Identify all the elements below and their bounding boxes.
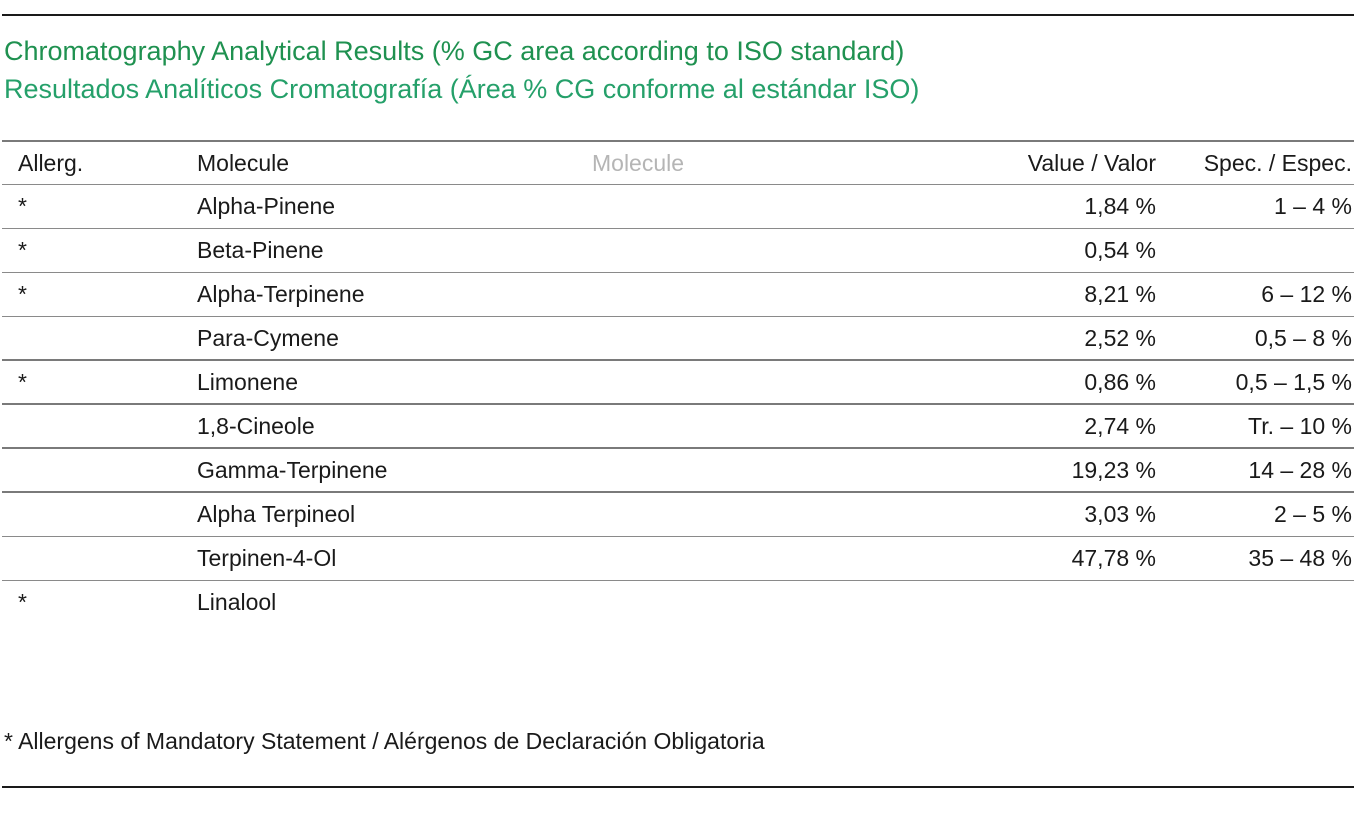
page-title: Chromatography Analytical Results (% GC …: [4, 32, 919, 108]
bottom-rule: [2, 786, 1354, 788]
allergen-footnote: * Allergens of Mandatory Statement / Alé…: [4, 728, 765, 754]
molecule-spec: 2 – 5 %: [1274, 501, 1352, 527]
table-row: * Beta-Pinene 0,54 %: [2, 229, 1354, 273]
molecule-value: 1,84 %: [1084, 193, 1156, 219]
molecule-value: 19,23 %: [1071, 457, 1156, 483]
allergen-marker: *: [18, 589, 27, 615]
molecule-name: Beta-Pinene: [197, 237, 324, 263]
table-row: * Alpha-Terpinene 8,21 % 6 – 12 %: [2, 273, 1354, 317]
table-row: Alpha Terpineol 3,03 % 2 – 5 %: [2, 493, 1354, 537]
molecule-spec: Tr. – 10 %: [1248, 413, 1352, 439]
molecule-name: Para-Cymene: [197, 325, 339, 351]
molecule-value: 0,86 %: [1084, 369, 1156, 395]
header-allerg: Allerg.: [18, 150, 84, 176]
title-english: Chromatography Analytical Results (% GC …: [4, 36, 905, 66]
molecule-name: 1,8-Cineole: [197, 413, 315, 439]
molecule-name: Alpha Terpineol: [197, 501, 356, 527]
allergen-marker: *: [18, 281, 27, 307]
header-molecule: Molecule: [197, 150, 290, 176]
molecule-value: 47,78 %: [1071, 545, 1156, 571]
molecule-name: Alpha-Pinene: [197, 193, 336, 219]
allergen-marker: *: [18, 237, 27, 263]
molecule-name: Terpinen-4-Ol: [197, 545, 337, 571]
table-row: Terpinen-4-Ol 47,78 % 35 – 48 %: [2, 537, 1354, 581]
table-row: Gamma-Terpinene 19,23 % 14 – 28 %: [2, 449, 1354, 493]
top-rule: [2, 14, 1354, 16]
table-row: Para-Cymene 2,52 % 0,5 – 8 %: [2, 317, 1354, 361]
molecule-spec: 6 – 12 %: [1261, 281, 1352, 307]
molecule-name: Gamma-Terpinene: [197, 457, 388, 483]
molecule-value: 8,21 %: [1084, 281, 1156, 307]
table-row: * Alpha-Pinene 1,84 % 1 – 4 %: [2, 185, 1354, 229]
results-table: Allerg. Molecule Molecule Value / Valor …: [2, 140, 1354, 624]
molecule-value: 3,03 %: [1084, 501, 1156, 527]
molecule-value: 0,54 %: [1084, 237, 1156, 263]
molecule-spec: 0,5 – 1,5 %: [1235, 369, 1352, 395]
molecule-name: Linalool: [197, 589, 277, 615]
molecule-spec: 0,5 – 8 %: [1254, 325, 1352, 351]
molecule-value: 2,74 %: [1084, 413, 1156, 439]
molecule-value: 2,52 %: [1084, 325, 1156, 351]
header-molecule-faded: Molecule: [592, 150, 685, 176]
header-value: Value / Valor: [1027, 150, 1156, 176]
table-header-row: Allerg. Molecule Molecule Value / Valor …: [2, 142, 1354, 185]
header-spec: Spec. / Espec.: [1203, 150, 1352, 176]
molecule-name: Alpha-Terpinene: [197, 281, 365, 307]
table-row: * Linalool: [2, 581, 1354, 624]
molecule-spec: 1 – 4 %: [1274, 193, 1352, 219]
table-row: * Limonene 0,86 % 0,5 – 1,5 %: [2, 361, 1354, 405]
table-row: 1,8-Cineole 2,74 % Tr. – 10 %: [2, 405, 1354, 449]
allergen-marker: *: [18, 193, 27, 219]
molecule-spec: 14 – 28 %: [1248, 457, 1352, 483]
allergen-marker: *: [18, 369, 27, 395]
molecule-spec: 35 – 48 %: [1248, 545, 1352, 571]
molecule-name: Limonene: [197, 369, 299, 395]
title-spanish: Resultados Analíticos Cromatografía (Áre…: [4, 74, 920, 104]
